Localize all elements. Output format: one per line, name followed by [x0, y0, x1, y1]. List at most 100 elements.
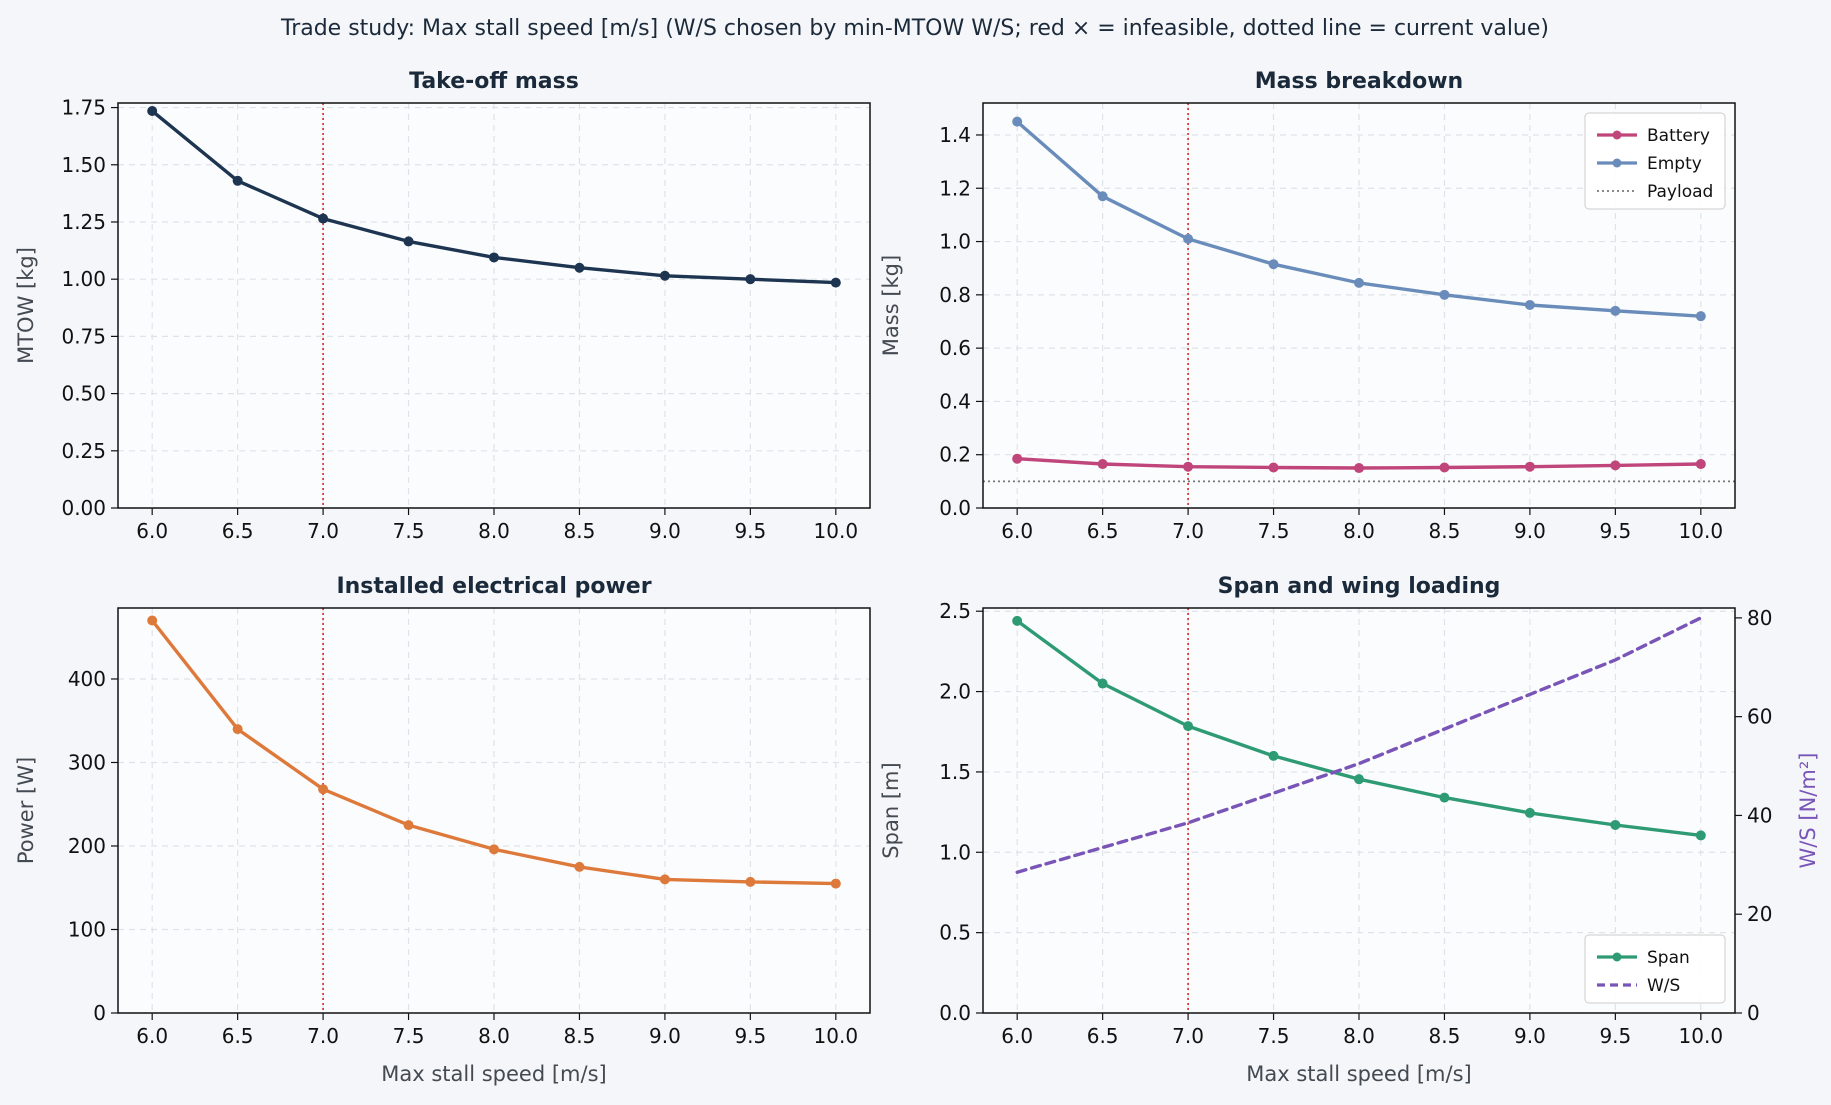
- data-point: [403, 236, 414, 247]
- x-tick-label: 9.0: [649, 519, 681, 543]
- chart-takeoff-mass: 6.0 6.5 7.0 7.5 8.0 8.5 9.0 9.5 10.0 0.00 0.25 0.50…: [14, 69, 871, 543]
- x-tick-label: 10.0: [1679, 1024, 1724, 1048]
- data-point: [1524, 807, 1535, 818]
- x-tick-label: 8.0: [478, 519, 510, 543]
- data-point: [1524, 299, 1535, 310]
- x-tick-label: 9.5: [1599, 519, 1631, 543]
- x-tick-label: 7.5: [1258, 1024, 1290, 1048]
- data-point: [659, 270, 670, 281]
- y-tick-label: 0.50: [61, 382, 106, 406]
- x-axis-label: Max stall speed [m/s]: [381, 1062, 606, 1086]
- plot-frame: [117, 607, 871, 1014]
- y2-tick-label: 60: [1747, 705, 1772, 729]
- x-tick-label: 6.0: [136, 1024, 168, 1048]
- y-tick-label: 0.25: [61, 439, 106, 463]
- data-point: [232, 724, 243, 735]
- y-tick-label: 1.25: [61, 210, 106, 234]
- y-tick-label: 400: [68, 667, 106, 691]
- data-point: [1012, 453, 1023, 464]
- plot-frame: [982, 102, 1736, 509]
- legend: Battery Empty Payload: [1584, 112, 1726, 210]
- data-point: [1183, 461, 1194, 472]
- data-point: [147, 106, 158, 117]
- data-point: [1097, 191, 1108, 202]
- x-tick-label: 6.0: [1001, 519, 1033, 543]
- legend-box: [1584, 934, 1726, 1004]
- y-tick-label: 0.5: [939, 921, 971, 945]
- data-point: [1268, 259, 1279, 270]
- data-point: [1695, 459, 1706, 470]
- data-point: [745, 876, 756, 887]
- y-tick-label: 0.75: [61, 324, 106, 348]
- x-tick-label: 8.5: [1429, 519, 1461, 543]
- plot-title: Take-off mass: [409, 69, 579, 94]
- data-point: [574, 861, 585, 872]
- x-tick-label: 7.5: [393, 1024, 425, 1048]
- y-tick-label: 0.0: [939, 1001, 971, 1025]
- figure-suptitle: Trade study: Max stall speed [m/s] (W/S …: [280, 16, 1549, 41]
- y2-tick-label: 0: [1747, 1001, 1760, 1025]
- plot-title: Span and wing loading: [1218, 574, 1501, 599]
- y-tick-label: 2.5: [939, 599, 971, 623]
- x-tick-label: 8.0: [1343, 519, 1375, 543]
- y-tick-label: 0: [93, 1001, 106, 1025]
- y-tick-label: 0.8: [939, 283, 971, 307]
- legend-marker: [1612, 130, 1622, 140]
- data-point: [1610, 460, 1621, 471]
- data-point: [1439, 289, 1450, 300]
- x-tick-label: 6.0: [136, 519, 168, 543]
- y-tick-label: 1.50: [61, 153, 106, 177]
- data-point: [318, 213, 329, 224]
- legend-marker: [1612, 952, 1622, 962]
- legend-label: Battery: [1647, 126, 1710, 146]
- y-tick-label: 1.5: [939, 760, 971, 784]
- y-tick-label: 1.0: [939, 840, 971, 864]
- legend-label: Span: [1647, 948, 1690, 968]
- x-tick-label: 6.5: [222, 1024, 254, 1048]
- x-axis-label: Max stall speed [m/s]: [1246, 1062, 1471, 1086]
- y-tick-label: 200: [68, 834, 106, 858]
- x-tick-label: 10.0: [814, 519, 859, 543]
- y2-axis-label: W/S [N/m²]: [1796, 753, 1820, 869]
- y-axis-label: MTOW [kg]: [14, 247, 38, 364]
- chart-installed-power: 6.0 6.5 7.0 7.5 8.0 8.5 9.0 9.5 10.0 0 100 200 300 40…: [14, 574, 871, 1086]
- y-tick-label: 0.00: [61, 496, 106, 520]
- y-tick-label: 0.4: [939, 389, 971, 413]
- plot-frame: [117, 102, 871, 509]
- data-point: [318, 784, 329, 795]
- data-point: [1354, 774, 1364, 785]
- y-tick-label: 300: [68, 750, 106, 774]
- chart-mass-breakdown: 6.0 6.5 7.0 7.5 8.0 8.5 9.0 9.5 10.0 0.0 0.2 0.4 0.6…: [879, 69, 1736, 543]
- x-tick-label: 7.5: [393, 519, 425, 543]
- data-point: [1012, 615, 1023, 626]
- legend: Span W/S: [1584, 934, 1726, 1004]
- y-tick-label: 1.00: [61, 267, 106, 291]
- x-tick-label: 8.0: [478, 1024, 510, 1048]
- y-tick-label: 1.2: [939, 176, 971, 200]
- data-point: [232, 175, 243, 186]
- y-tick-label: 1.75: [61, 96, 106, 120]
- data-point: [1439, 462, 1450, 473]
- plot-title: Mass breakdown: [1255, 69, 1463, 94]
- y-axis-label: Power [W]: [14, 757, 38, 864]
- data-point: [1695, 830, 1706, 841]
- x-tick-label: 7.0: [307, 1024, 339, 1048]
- data-point: [1524, 461, 1535, 472]
- data-point: [659, 874, 670, 885]
- data-point: [1183, 721, 1194, 732]
- data-point: [1012, 116, 1023, 127]
- y-axis-label: Span [m]: [879, 762, 903, 858]
- series-line-w-s: [1015, 616, 1703, 874]
- x-tick-label: 7.0: [1172, 519, 1204, 543]
- x-tick-label: 6.0: [1001, 1024, 1033, 1048]
- x-tick-label: 8.5: [564, 519, 596, 543]
- data-point: [489, 844, 499, 855]
- y-axis-label: Mass [kg]: [879, 255, 903, 356]
- y-tick-label: 100: [68, 917, 106, 941]
- x-tick-label: 8.0: [1343, 1024, 1375, 1048]
- data-point: [147, 615, 158, 626]
- data-point: [1610, 819, 1621, 830]
- data-point: [1354, 277, 1364, 288]
- x-tick-label: 9.0: [1514, 1024, 1546, 1048]
